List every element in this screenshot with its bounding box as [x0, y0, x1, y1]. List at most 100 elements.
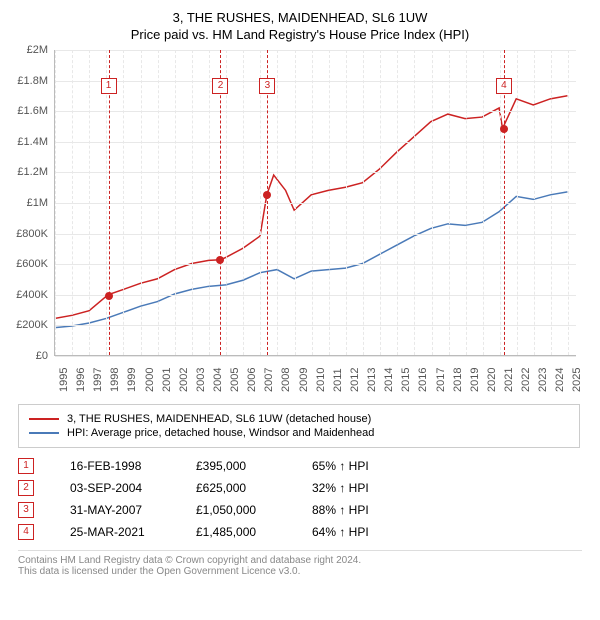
gridline-v [380, 50, 381, 355]
gridline-v [175, 50, 176, 355]
tx-date: 31-MAY-2007 [70, 503, 180, 517]
x-tick-label: 2001 [161, 368, 173, 392]
tx-diff: 64% ↑ HPI [312, 525, 412, 539]
transaction-row: 4 25-MAR-2021 £1,485,000 64% ↑ HPI [18, 524, 558, 540]
gridline-v [483, 50, 484, 355]
gridline-v [363, 50, 364, 355]
x-tick-label: 2016 [417, 368, 429, 392]
y-tick-label: £0 [14, 350, 48, 362]
x-tick-label: 2000 [144, 368, 156, 392]
gridline-h [55, 50, 576, 51]
gridline-v [158, 50, 159, 355]
tx-index: 4 [18, 524, 34, 540]
x-tick-label: 2025 [571, 368, 583, 392]
x-tick-label: 2012 [349, 368, 361, 392]
y-tick-label: £600K [14, 258, 48, 270]
footer-attribution: Contains HM Land Registry data © Crown c… [18, 550, 582, 577]
gridline-v [295, 50, 296, 355]
plot-region: 1234 [54, 50, 576, 356]
transaction-marker: 2 [212, 78, 228, 94]
gridline-h [55, 234, 576, 235]
x-tick-label: 2024 [554, 368, 566, 392]
x-tick-label: 2007 [263, 368, 275, 392]
y-tick-label: £1.8M [14, 75, 48, 87]
transactions-table: 116-FEB-1998£395,00065% ↑ HPI203-SEP-200… [18, 458, 558, 540]
gridline-v [277, 50, 278, 355]
gridline-v [568, 50, 569, 355]
footer-line1: Contains HM Land Registry data © Crown c… [18, 555, 582, 566]
gridline-v [260, 50, 261, 355]
gridline-v [192, 50, 193, 355]
gridline-v [55, 50, 56, 355]
transaction-dot [216, 256, 224, 264]
x-tick-label: 2005 [229, 368, 241, 392]
transaction-vline [504, 50, 505, 355]
tx-date: 25-MAR-2021 [70, 525, 180, 539]
gridline-v [534, 50, 535, 355]
gridline-v [106, 50, 107, 355]
tx-price: £1,050,000 [196, 503, 296, 517]
transaction-row: 116-FEB-1998£395,00065% ↑ HPI [18, 458, 558, 474]
y-tick-label: £2M [14, 44, 48, 56]
legend-row: 3, THE RUSHES, MAIDENHEAD, SL6 1UW (deta… [29, 413, 569, 425]
x-tick-label: 1997 [92, 368, 104, 392]
gridline-v [312, 50, 313, 355]
x-tick-label: 2023 [537, 368, 549, 392]
tx-index: 2 [18, 480, 34, 496]
gridline-h [55, 264, 576, 265]
gridline-v [141, 50, 142, 355]
x-tick-label: 2003 [195, 368, 207, 392]
tx-diff: 32% ↑ HPI [312, 481, 412, 495]
gridline-h [55, 325, 576, 326]
x-tick-label: 2015 [400, 368, 412, 392]
gridline-v [209, 50, 210, 355]
tx-diff: 88% ↑ HPI [312, 503, 412, 517]
transaction-dot [105, 292, 113, 300]
gridline-v [123, 50, 124, 355]
x-tick-label: 1998 [109, 368, 121, 392]
x-tick-label: 2019 [469, 368, 481, 392]
x-tick-label: 2004 [212, 368, 224, 392]
gridline-h [55, 356, 576, 357]
tx-price: £1,485,000 [196, 525, 296, 539]
y-tick-label: £800K [14, 228, 48, 240]
tx-diff: 65% ↑ HPI [312, 459, 412, 473]
x-tick-label: 2022 [520, 368, 532, 392]
title-line1: 3, THE RUSHES, MAIDENHEAD, SL6 1UW [10, 10, 590, 25]
tx-price: £395,000 [196, 459, 296, 473]
tx-index: 1 [18, 458, 34, 474]
transaction-marker: 4 [496, 78, 512, 94]
x-tick-label: 2014 [383, 368, 395, 392]
tx-price: £625,000 [196, 481, 296, 495]
gridline-v [551, 50, 552, 355]
x-tick-label: 2008 [280, 368, 292, 392]
x-tick-label: 2020 [486, 368, 498, 392]
legend-box: 3, THE RUSHES, MAIDENHEAD, SL6 1UW (deta… [18, 404, 580, 448]
transaction-dot [500, 125, 508, 133]
x-tick-label: 2021 [503, 368, 515, 392]
gridline-v [226, 50, 227, 355]
footer-line2: This data is licensed under the Open Gov… [18, 566, 582, 577]
gridline-v [432, 50, 433, 355]
gridline-v [466, 50, 467, 355]
gridline-h [55, 295, 576, 296]
x-tick-label: 2002 [178, 368, 190, 392]
transaction-vline [220, 50, 221, 355]
legend-label: HPI: Average price, detached house, Wind… [67, 427, 374, 439]
y-tick-label: £1.2M [14, 166, 48, 178]
legend-swatch [29, 432, 59, 434]
transaction-marker: 3 [259, 78, 275, 94]
gridline-v [397, 50, 398, 355]
gridline-v [414, 50, 415, 355]
gridline-v [500, 50, 501, 355]
x-tick-label: 2009 [298, 368, 310, 392]
title-line2: Price paid vs. HM Land Registry's House … [10, 27, 590, 42]
x-tick-label: 2017 [435, 368, 447, 392]
gridline-h [55, 142, 576, 143]
x-tick-label: 2010 [315, 368, 327, 392]
x-tick-label: 2018 [452, 368, 464, 392]
gridline-h [55, 172, 576, 173]
x-tick-label: 1995 [58, 368, 70, 392]
y-tick-label: £400K [14, 289, 48, 301]
x-tick-label: 2013 [366, 368, 378, 392]
